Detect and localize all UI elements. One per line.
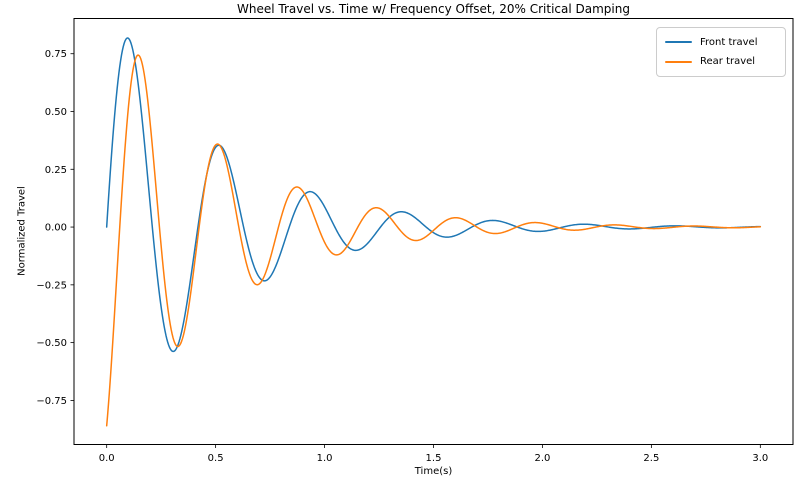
x-axis-label: Time(s) [414, 466, 453, 477]
y-tick-label: −0.75 [36, 396, 67, 407]
y-tick-label: 0.50 [45, 107, 67, 118]
legend-line-swatch [665, 41, 692, 44]
y-tick-label: −0.25 [36, 280, 67, 291]
legend-line-swatch [665, 60, 692, 63]
x-tick-label: 3.0 [752, 453, 768, 464]
y-tick-label: −0.50 [36, 338, 67, 349]
x-tick-label: 1.5 [426, 453, 442, 464]
plot-border [73, 18, 794, 445]
chart-title: Wheel Travel vs. Time w/ Frequency Offse… [237, 2, 630, 16]
curve-rear-travel [105, 54, 762, 427]
legend: Front travel Rear travel [656, 27, 786, 77]
legend-label: Rear travel [700, 56, 756, 68]
x-tick-label: 0.0 [99, 453, 115, 464]
x-tick-label: 0.5 [208, 453, 224, 464]
legend-item: Rear travel [657, 56, 785, 67]
y-tick-label: 0.75 [45, 49, 67, 60]
y-tick-label: 0.00 [45, 223, 67, 234]
x-tick-label: 1.0 [317, 453, 333, 464]
legend-label: Front travel [700, 36, 758, 48]
y-tick-label: 0.25 [45, 165, 67, 176]
x-tick-label: 2.5 [643, 453, 659, 464]
curve-front-travel [105, 37, 762, 353]
x-tick-label: 2.0 [534, 453, 550, 464]
y-axis-label: Normalized Travel [16, 186, 28, 276]
legend-item: Front travel [657, 37, 785, 48]
